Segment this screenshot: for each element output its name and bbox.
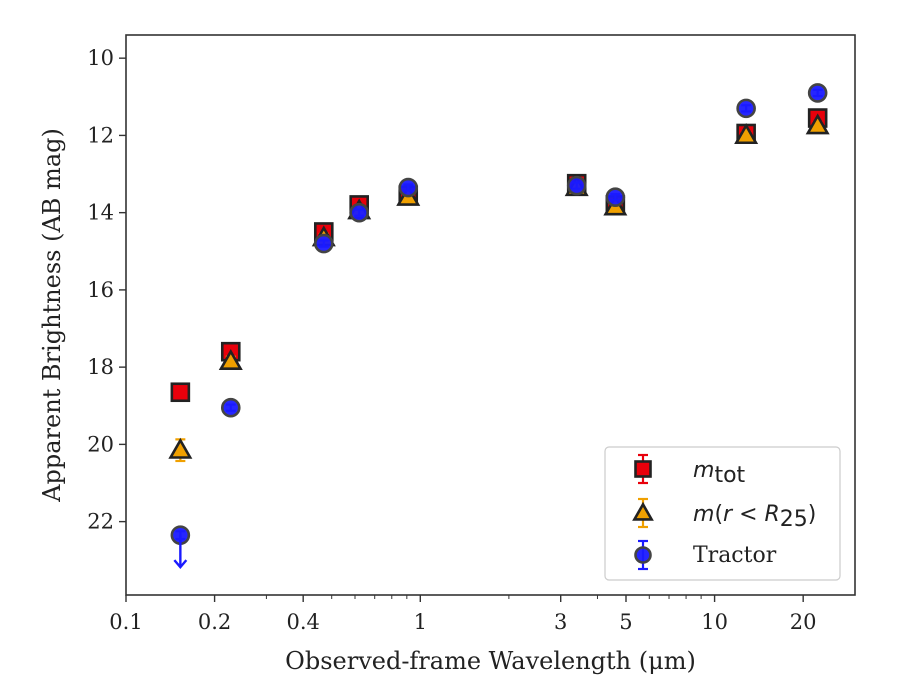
legend-marker-mr25 xyxy=(632,501,654,521)
y-axis-label: Apparent Brightness (AB mag) xyxy=(38,128,66,503)
data-point-mtot xyxy=(170,382,191,403)
data-point-tractor xyxy=(566,175,587,196)
x-tick-label: 5 xyxy=(619,610,632,634)
y-tick-label: 12 xyxy=(87,123,114,147)
data-point-tractor xyxy=(807,83,828,103)
upper-limit-arrow-head xyxy=(173,559,188,569)
series-tractor xyxy=(170,83,828,569)
legend-marker-mtot xyxy=(634,460,652,478)
data-points xyxy=(168,83,830,569)
data-point-tractor xyxy=(313,233,334,254)
legend: mtot m(r < R25) Tractor xyxy=(604,446,841,581)
x-axis-ticks: 0.1 0.2 0.4 1 3 5 10 20 xyxy=(109,595,817,634)
y-tick-label: 22 xyxy=(87,510,114,534)
legend-label-mtot: mtot xyxy=(693,458,746,488)
y-tick-label: 18 xyxy=(87,355,114,379)
y-tick-label: 14 xyxy=(87,201,114,225)
data-point-mr25 xyxy=(168,437,193,459)
x-tick-label: 3 xyxy=(554,610,567,634)
legend-marker-tractor xyxy=(634,546,652,564)
y-tick-label: 10 xyxy=(87,46,114,70)
data-point-mr25 xyxy=(734,123,759,145)
x-tick-label: 0.1 xyxy=(109,610,142,634)
y-tick-label: 20 xyxy=(87,432,114,456)
x-tick-label: 0.2 xyxy=(198,610,231,634)
data-point-mr25 xyxy=(805,113,830,135)
legend-box xyxy=(604,446,841,581)
y-tick-label: 16 xyxy=(87,278,114,302)
data-point-tractor xyxy=(605,187,626,208)
x-tick-label: 20 xyxy=(790,610,817,634)
legend-markers xyxy=(632,453,654,571)
data-point-tractor xyxy=(398,177,419,198)
x-tick-label: 1 xyxy=(414,610,427,634)
data-point-tractor xyxy=(736,98,756,119)
legend-label-mr25: m(r < R25) xyxy=(693,502,816,532)
y-axis-ticks: 10 12 14 16 18 20 22 xyxy=(87,46,126,534)
x-tick-label: 10 xyxy=(701,610,728,634)
data-point-tractor xyxy=(349,202,369,223)
legend-label-tractor: Tractor xyxy=(693,543,777,568)
x-axis-label: Observed-frame Wavelength (μm) xyxy=(285,647,696,675)
data-point-mr25 xyxy=(218,348,243,370)
data-point-tractor xyxy=(220,397,241,418)
plot-area-frame xyxy=(125,34,856,596)
x-tick-label: 0.4 xyxy=(286,610,319,634)
